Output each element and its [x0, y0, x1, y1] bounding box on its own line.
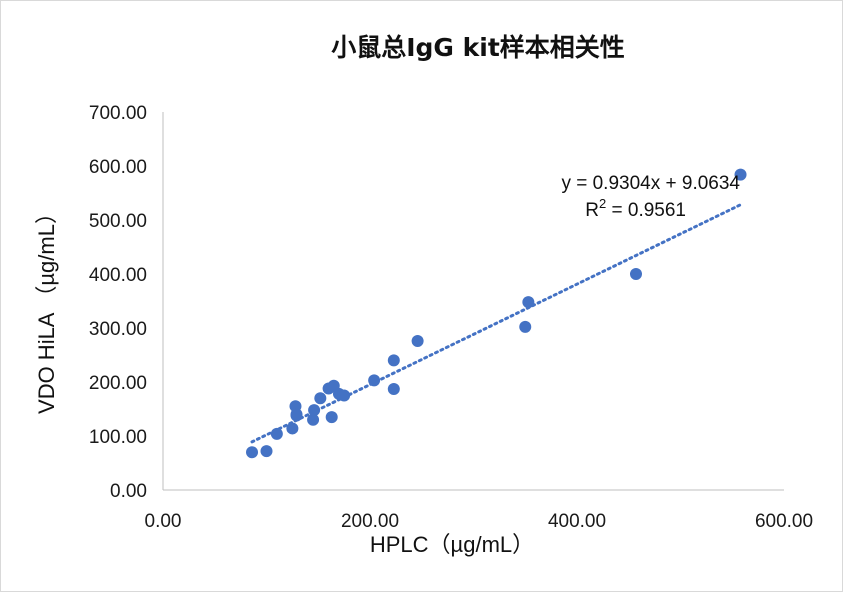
- y-tick-label: 200.00: [89, 373, 147, 394]
- y-tick-label: 300.00: [89, 319, 147, 340]
- r-squared-prefix: R: [585, 200, 599, 221]
- x-axis-title: HPLC（µg/mL）: [370, 532, 534, 557]
- y-tick-label: 700.00: [89, 103, 147, 124]
- data-point: [307, 413, 320, 426]
- chart-title: 小鼠总IgG kit样本相关性: [331, 33, 625, 62]
- r-squared-label: R2 = 0.9561: [585, 196, 686, 221]
- x-tick-label: 200.00: [341, 511, 399, 532]
- data-point: [260, 445, 273, 458]
- data-point: [519, 320, 532, 333]
- data-point: [387, 383, 400, 396]
- trendline: [250, 203, 743, 444]
- y-axis-ticks: 0.00 100.00 200.00 300.00 400.00 500.00 600.00…: [89, 103, 147, 502]
- x-tick-label: 0.00: [145, 511, 182, 532]
- data-point: [325, 411, 338, 424]
- y-tick-label: 0.00: [110, 481, 147, 502]
- x-axis-ticks: 0.00 200.00 400.00 600.00: [145, 511, 814, 532]
- x-tick-label: 400.00: [548, 511, 606, 532]
- y-axis-title: VDO HiLA （µg/mL）: [34, 202, 59, 414]
- data-point: [286, 422, 299, 435]
- x-tick-label: 600.00: [755, 511, 813, 532]
- data-point: [270, 427, 283, 440]
- data-point: [308, 404, 321, 417]
- data-point: [734, 168, 747, 181]
- data-point: [411, 334, 424, 347]
- r-squared-exponent: 2: [599, 196, 606, 211]
- data-point: [314, 392, 327, 405]
- data-point: [522, 296, 535, 309]
- y-tick-label: 600.00: [89, 157, 147, 178]
- y-tick-label: 100.00: [89, 427, 147, 448]
- data-point: [290, 408, 303, 421]
- r-squared-value: = 0.9561: [606, 200, 686, 221]
- data-point: [368, 374, 381, 387]
- data-point: [629, 268, 642, 280]
- trendline-equation: y = 0.9304x + 9.0634: [561, 173, 740, 194]
- data-point: [387, 354, 400, 367]
- data-point: [338, 389, 351, 402]
- data-point: [246, 446, 259, 459]
- data-points: [246, 168, 747, 459]
- y-tick-label: 400.00: [89, 265, 147, 286]
- y-tick-label: 500.00: [89, 211, 147, 232]
